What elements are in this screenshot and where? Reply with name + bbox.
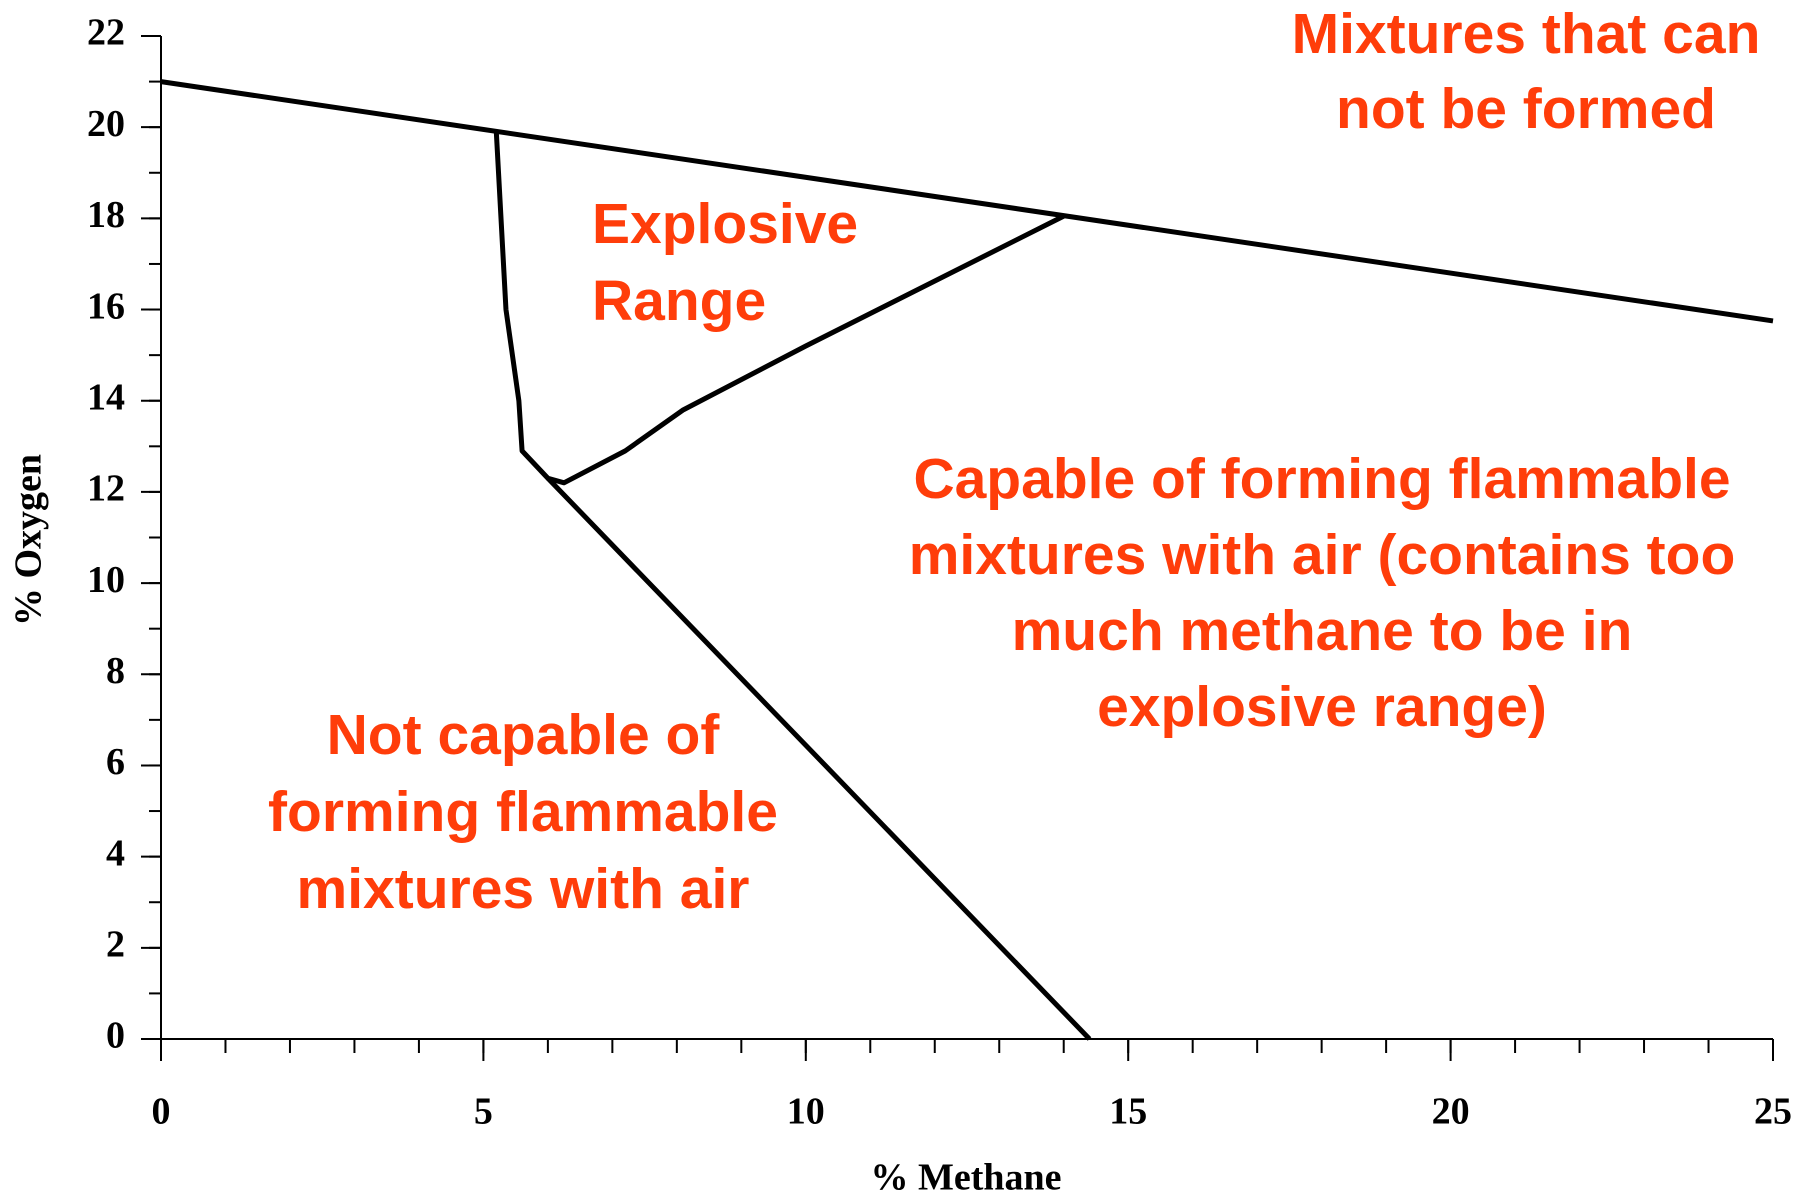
y-tick-label: 0 (106, 1015, 125, 1057)
y-tick-label: 10 (87, 559, 125, 601)
region-label: Explosive (592, 192, 858, 256)
y-tick-label: 14 (87, 376, 125, 418)
region-label: forming flammable (268, 780, 778, 844)
x-tick-label: 15 (1109, 1091, 1147, 1133)
region-label: Capable of forming flammable (913, 447, 1730, 511)
y-tick-label: 20 (87, 103, 125, 145)
region-label: Range (592, 269, 766, 333)
region-label: Mixtures that can (1292, 2, 1761, 66)
y-tick-label: 22 (87, 12, 125, 54)
y-tick-label: 18 (87, 194, 125, 236)
y-tick-label: 4 (106, 832, 125, 874)
y-tick-label: 8 (106, 650, 125, 692)
y-axis-title: % Oxygen (8, 454, 50, 626)
x-tick-label: 5 (474, 1091, 493, 1133)
region-label: explosive range) (1097, 675, 1547, 739)
region-label: not be formed (1336, 77, 1716, 141)
x-tick-label: 25 (1754, 1091, 1792, 1133)
y-tick-label: 2 (106, 924, 125, 966)
region-label: much methane to be in (1012, 599, 1633, 663)
y-tick-label: 16 (87, 285, 125, 327)
boundary-line (546, 476, 1092, 1041)
x-axis-title: % Methane (870, 1157, 1061, 1199)
x-tick-label: 10 (787, 1091, 825, 1133)
y-tick-label: 6 (106, 741, 125, 783)
region-label: mixtures with air (contains too (909, 523, 1736, 587)
y-tick-label: 12 (87, 468, 125, 510)
boundary-line (160, 79, 1774, 324)
x-tick-label: 20 (1432, 1091, 1470, 1133)
x-tick-label: 0 (152, 1091, 171, 1133)
boundary-line (493, 131, 1065, 486)
region-label: Not capable of (327, 703, 721, 767)
region-label: mixtures with air (297, 857, 750, 921)
